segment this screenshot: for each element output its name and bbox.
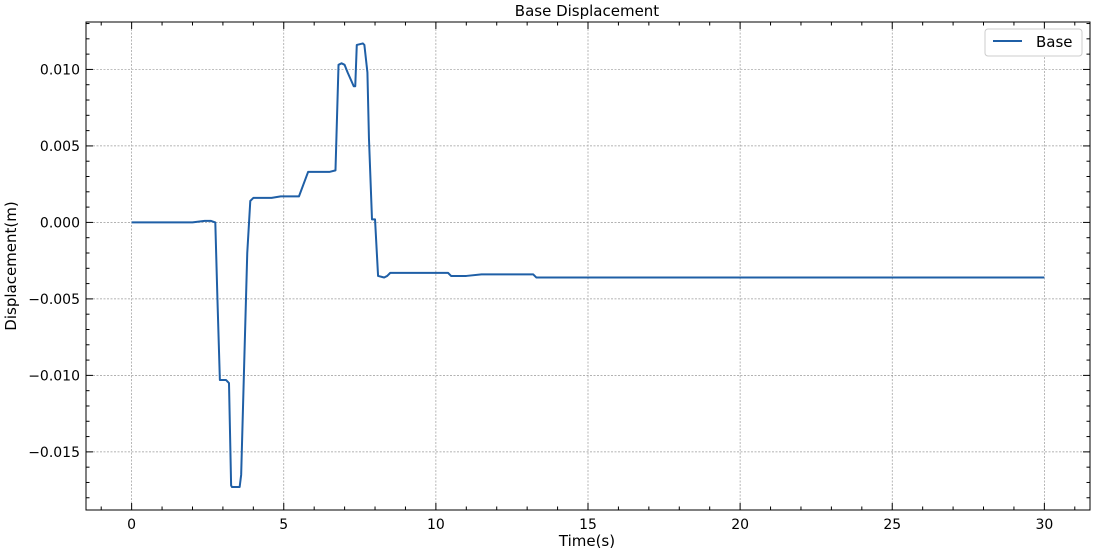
y-tick-label: 0.000 <box>40 215 80 231</box>
x-axis-label: Time(s) <box>558 532 615 550</box>
axis-ticks <box>86 22 1090 510</box>
x-tick-label: 15 <box>579 517 597 533</box>
y-tick-labels: −0.015 −0.010 −0.005 0.000 0.005 0.010 <box>28 62 80 460</box>
grid <box>86 22 1090 510</box>
series-layer <box>131 42 1045 489</box>
y-axis-label: Displacement(m) <box>2 201 20 330</box>
x-tick-label: 20 <box>731 517 749 533</box>
chart-title: Base Displacement <box>515 2 660 20</box>
y-tick-label: −0.005 <box>28 292 80 308</box>
y-tick-label: 0.010 <box>40 62 80 78</box>
x-tick-label: 10 <box>427 517 445 533</box>
x-tick-label: 25 <box>883 517 901 533</box>
x-tick-label: 30 <box>1035 517 1053 533</box>
y-tick-label: −0.015 <box>28 445 80 461</box>
legend-label: Base <box>1036 33 1073 51</box>
series-line-base <box>131 42 1045 489</box>
x-tick-label: 0 <box>127 517 136 533</box>
y-tick-label: −0.010 <box>28 368 80 384</box>
legend-box <box>984 28 1083 57</box>
x-tick-labels: 0 5 10 15 20 25 30 <box>127 517 1053 533</box>
legend: Base <box>984 28 1083 57</box>
y-tick-label: 0.005 <box>40 139 80 155</box>
x-tick-label: 5 <box>279 517 288 533</box>
